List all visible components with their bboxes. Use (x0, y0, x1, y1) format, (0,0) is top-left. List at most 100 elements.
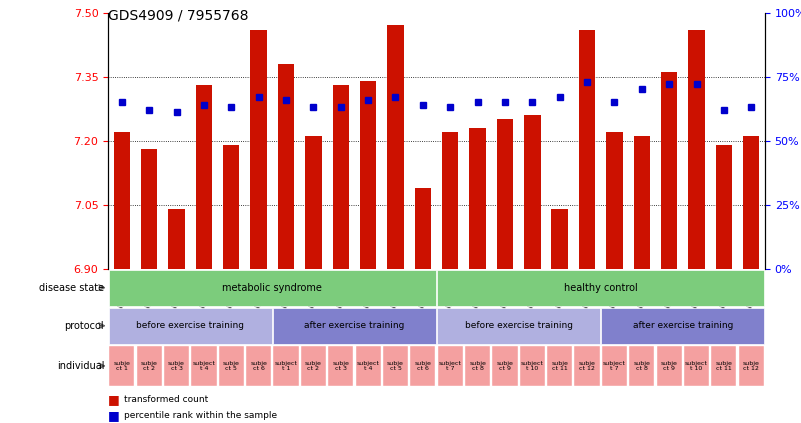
Bar (114, 132, 130, 269)
Text: subject
t 10: subject t 10 (521, 361, 544, 371)
Text: GDS4909 / 7955768: GDS4909 / 7955768 (108, 8, 248, 22)
Text: protocol: protocol (65, 321, 104, 331)
Bar (273, 346, 299, 386)
Text: GSM1070445: GSM1070445 (199, 269, 208, 320)
Bar (743, 136, 759, 269)
Bar (493, 346, 517, 386)
Text: GSM1070442: GSM1070442 (309, 269, 318, 320)
Text: subject
t 7: subject t 7 (439, 361, 461, 371)
Text: subje
ct 2: subje ct 2 (305, 361, 322, 371)
Text: GSM1070461: GSM1070461 (582, 269, 592, 320)
Bar (520, 346, 545, 386)
Bar (437, 270, 764, 305)
Bar (109, 270, 436, 305)
Text: GSM1070441: GSM1070441 (145, 269, 154, 320)
Text: subje
ct 8: subje ct 8 (469, 361, 486, 371)
Bar (551, 209, 568, 269)
Bar (688, 30, 705, 269)
Bar (442, 132, 458, 269)
Bar (251, 30, 267, 269)
Text: subje
ct 11: subje ct 11 (551, 361, 568, 371)
Bar (739, 346, 764, 386)
Text: GSM1070458: GSM1070458 (692, 269, 701, 320)
Text: before exercise training: before exercise training (465, 321, 573, 330)
Bar (574, 346, 600, 386)
Bar (356, 346, 380, 386)
Bar (246, 346, 272, 386)
Text: before exercise training: before exercise training (136, 321, 244, 330)
Text: subject
t 7: subject t 7 (603, 361, 626, 371)
Text: subje
ct 5: subje ct 5 (223, 361, 239, 371)
Text: GSM1070449: GSM1070449 (254, 269, 264, 320)
Bar (383, 346, 408, 386)
Bar (602, 346, 627, 386)
Bar (437, 346, 463, 386)
Text: subje
ct 6: subje ct 6 (414, 361, 431, 371)
Bar (168, 209, 185, 269)
Bar (219, 346, 244, 386)
Bar (547, 346, 572, 386)
Text: subje
ct 5: subje ct 5 (387, 361, 404, 371)
Text: ■: ■ (108, 393, 120, 406)
Text: GSM1070443: GSM1070443 (172, 269, 181, 320)
Bar (469, 128, 485, 269)
Bar (195, 85, 212, 269)
Bar (579, 30, 595, 269)
Text: subje
ct 1: subje ct 1 (114, 361, 131, 371)
Text: percentile rank within the sample: percentile rank within the sample (124, 411, 277, 420)
Bar (305, 136, 321, 269)
Bar (410, 346, 436, 386)
Text: GSM1070456: GSM1070456 (665, 269, 674, 320)
Text: subject
t 10: subject t 10 (685, 361, 708, 371)
Text: GSM1070453: GSM1070453 (473, 269, 482, 320)
Bar (661, 72, 678, 269)
Bar (273, 308, 436, 343)
Bar (711, 346, 736, 386)
Text: subje
ct 9: subje ct 9 (661, 361, 678, 371)
Bar (278, 64, 294, 269)
Text: GSM1070459: GSM1070459 (555, 269, 564, 320)
Text: individual: individual (57, 361, 104, 371)
Text: GSM1070457: GSM1070457 (528, 269, 537, 320)
Bar (630, 346, 654, 386)
Text: transformed count: transformed count (124, 395, 208, 404)
Bar (191, 346, 216, 386)
Text: GSM1070440: GSM1070440 (281, 269, 291, 320)
Text: subje
ct 12: subje ct 12 (578, 361, 595, 371)
Text: healthy control: healthy control (564, 283, 638, 293)
Bar (524, 115, 541, 269)
Text: GSM1070447: GSM1070447 (227, 269, 235, 320)
Text: GSM1070446: GSM1070446 (364, 269, 372, 320)
Bar (497, 119, 513, 269)
Text: GSM1070450: GSM1070450 (418, 269, 428, 320)
Text: ■: ■ (108, 409, 120, 422)
Text: after exercise training: after exercise training (304, 321, 405, 330)
Text: GSM1070448: GSM1070448 (391, 269, 400, 320)
Text: metabolic syndrome: metabolic syndrome (223, 283, 322, 293)
Bar (328, 346, 353, 386)
Bar (141, 149, 157, 269)
Text: subje
ct 3: subje ct 3 (332, 361, 349, 371)
Text: GSM1070451: GSM1070451 (445, 269, 455, 320)
Text: after exercise training: after exercise training (633, 321, 733, 330)
Bar (634, 136, 650, 269)
Bar (606, 132, 622, 269)
Bar (602, 308, 764, 343)
Text: subject
t 4: subject t 4 (192, 361, 215, 371)
Bar (716, 145, 732, 269)
Text: GSM1070460: GSM1070460 (719, 269, 728, 320)
Text: GSM1070452: GSM1070452 (610, 269, 619, 320)
Bar (387, 25, 404, 269)
Bar (657, 346, 682, 386)
Text: subje
ct 8: subje ct 8 (634, 361, 650, 371)
Bar (137, 346, 162, 386)
Text: subject
t 1: subject t 1 (275, 361, 297, 371)
Bar (109, 346, 135, 386)
Bar (360, 81, 376, 269)
Text: GSM1070444: GSM1070444 (336, 269, 345, 320)
Bar (684, 346, 709, 386)
Text: subje
ct 11: subje ct 11 (715, 361, 732, 371)
Text: subje
ct 6: subje ct 6 (250, 361, 267, 371)
Text: GSM1070455: GSM1070455 (501, 269, 509, 320)
Bar (415, 187, 431, 269)
